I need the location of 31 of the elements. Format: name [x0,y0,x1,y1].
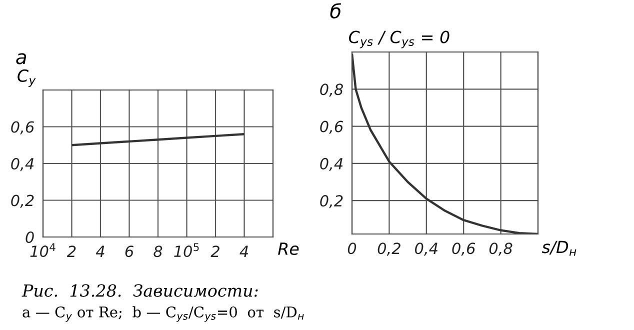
y-tick-label: 0,8 [320,84,344,97]
x-tick-label: 0,8 [489,242,512,256]
x-tick-label: 2 [66,246,76,257]
x-tick-label: 6 [125,246,134,258]
x-axis-title: Re [278,242,299,256]
y-tick-label: 0,4 [11,158,34,172]
x-axis-title: s/D$_{н}$ [542,240,576,256]
x-tick-label: 0,6 [452,242,476,256]
y-tick-label: 0,4 [320,158,343,172]
x-tick-label: 8 [154,246,162,258]
line-series [70,132,246,146]
y-tick-label: 0,2 [320,195,343,208]
x-tick-label: 10$^{4}$ [30,243,56,258]
x-tick-label: 10$^{5}$ [174,243,199,258]
y-axis-title: C$_{y}$ [18,69,36,87]
y-tick-label: 0,2 [11,194,34,208]
x-tick-label: 0 [348,242,356,254]
y-tick-label: 0,6 [11,121,34,134]
text: a — C$_{y}$ от Re; b — C$_{ys}$/C$_{ys}$=0 от s/D$_{н}$ [22,306,304,322]
text: Рис. 13.28. Зависимости: [22,284,258,297]
x-tick-label: 4 [96,246,104,257]
chart-title: а [16,53,26,64]
chart-title: б [330,3,342,18]
x-tick-label: 4 [240,246,248,257]
x-tick-label: 0,2 [378,242,400,256]
y-tick-label: 0 [26,231,34,244]
y-tick-label: 0,6 [320,120,343,134]
x-tick-label: 2 [210,246,220,257]
line-series [352,52,538,234]
y-axis-title: C$_{ys}$ / C$_{ys}$ = 0 [348,30,450,48]
x-tick-label: 0,4 [415,242,438,256]
